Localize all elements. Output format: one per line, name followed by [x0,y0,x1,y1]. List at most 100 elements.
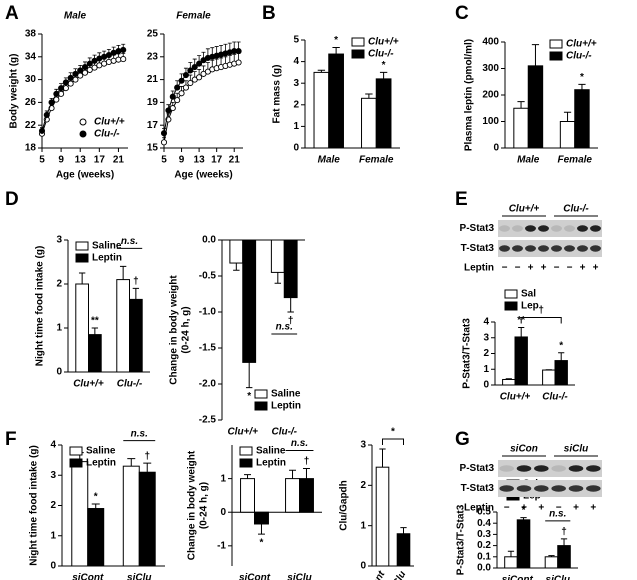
significance: * [382,60,386,71]
category-note: n.s. [276,322,293,333]
blot-band [525,225,536,232]
error-bar [132,287,140,300]
x-tick-label: 21 [229,155,241,166]
x-tick-label: Female [558,155,593,166]
bar [138,471,156,567]
y-tick-label: 18 [25,143,37,154]
y-tick-label: 1 [56,323,62,334]
y-axis-label: Plasma leptin (pmol/ml) [464,39,475,151]
point [120,46,127,54]
x-axis-label: Age (weeks) [174,170,232,181]
bar [87,508,105,567]
y-tick-label: 1 [220,473,226,484]
point [58,85,65,92]
blot-band [551,465,566,472]
y-tick-label: 2 [293,99,299,110]
significance: * [94,492,98,503]
significance: † [288,316,294,327]
y-tick-label: 2 [56,279,62,290]
legend-label: Clu-/- [368,49,394,60]
bar [574,89,590,149]
point [160,139,168,146]
point [182,84,189,91]
bar [285,478,300,513]
blot-band [538,245,549,252]
y-tick-label: 1 [483,364,489,375]
y-axis-label: (0-24 h, g) [199,482,210,529]
legend-swatch [549,51,563,61]
bar [75,283,90,373]
error-bar [548,555,555,557]
bar [122,465,140,567]
bar [527,65,544,149]
y-axis-label: Night time food intake (g) [29,445,40,566]
point [187,67,194,74]
bar [116,279,131,373]
blot-band [564,225,575,232]
blot-band [499,225,510,232]
blot-band [586,465,601,472]
point [196,74,203,81]
bar [375,466,390,567]
x-axis-label: Age (weeks) [56,170,114,181]
point [165,107,172,114]
error-bar [302,468,310,479]
x-tick-label: 5 [39,155,45,166]
y-axis-label: Body weight (g) [9,54,20,129]
bar [557,545,571,569]
legend-label: Leptin [271,401,301,412]
x-tick-label: siCont [362,569,387,580]
point [43,111,50,118]
y-tick-label: 3 [483,332,489,343]
y-tick-label: 34 [25,51,37,62]
y-tick-label: 26 [25,97,37,108]
bar [502,378,516,386]
significance: † [561,527,567,538]
legend-label: Leptin [86,458,116,469]
bar [283,239,298,299]
error-bar [143,462,152,473]
x-tick-label: 13 [194,155,206,166]
point [169,93,176,100]
blot-band [551,245,562,252]
blot-strip [498,240,602,257]
legend-swatch [75,253,89,263]
y-tick-label: 1 [360,520,366,531]
y-tick-label: 0 [50,561,56,572]
y-tick-label: 23 [147,51,159,62]
error-bar [517,101,525,109]
point [235,48,242,55]
treatment-sign: + [580,263,586,274]
x-tick-label: siClu [387,569,409,580]
bar [516,519,531,569]
y-tick-label: 30 [25,74,37,85]
y-tick-label: 0.3 [477,529,491,540]
row-label: P-Stat3 [460,463,495,474]
x-tick-label: Female [359,155,394,166]
point [72,70,79,77]
row-label: T-Stat3 [461,483,495,494]
legend-swatch [549,39,563,49]
legend-swatch [254,401,268,411]
y-tick-label: 3 [56,235,62,246]
blot-band [512,225,523,232]
point [86,66,93,73]
blot-band [568,485,584,492]
group-label: Clu-/- [563,204,589,215]
bar [299,478,314,513]
y-tick-label: 3 [360,440,366,451]
point [178,90,185,97]
treatment-sign: − [567,263,573,274]
y-tick-label: 2 [483,348,489,359]
legend-swatch [351,37,365,47]
legend-swatch [351,49,365,59]
legend-label: Clu+/+ [94,117,125,128]
error-bar [317,69,326,73]
bar [229,239,244,264]
panel-letter: C [455,3,469,24]
error-bar [244,474,252,479]
error-bar [563,111,572,122]
significance: ** [91,316,99,327]
error-bar [245,362,253,389]
